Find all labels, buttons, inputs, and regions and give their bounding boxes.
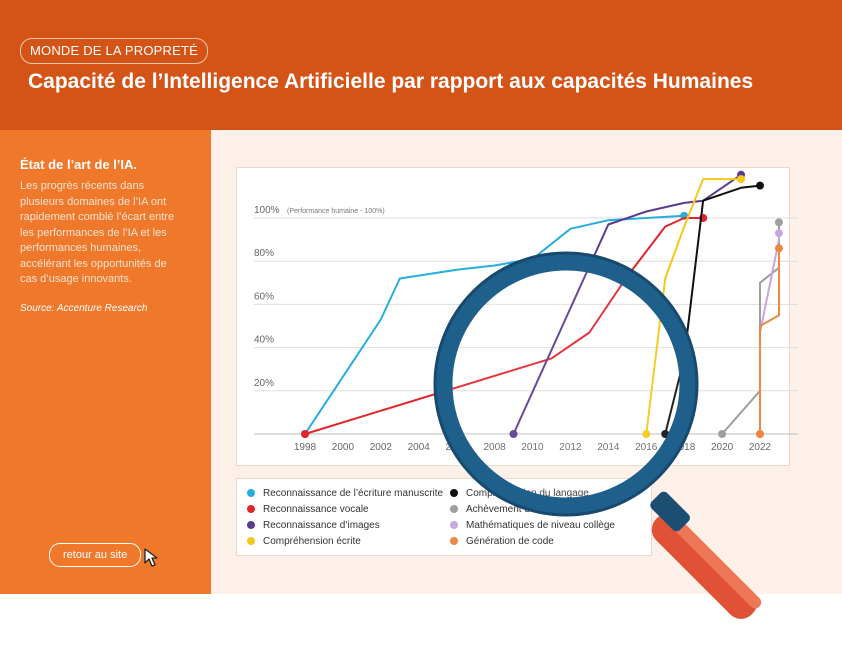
legend-dot-icon <box>247 537 255 545</box>
x-tick-label: 2004 <box>408 442 431 453</box>
series-line <box>664 184 761 435</box>
legend-item: Compréhension écrite <box>247 536 361 547</box>
series-line <box>759 248 780 434</box>
x-tick-label: 2022 <box>749 442 772 453</box>
series-line <box>759 233 780 434</box>
x-tick-label: 2018 <box>673 442 696 453</box>
source-note: Source: Accenture Research <box>20 303 148 314</box>
series-end-point <box>756 181 764 190</box>
legend-item: Reconnaissance de l’écriture manuscrite <box>247 488 443 499</box>
series-start-point <box>718 430 727 438</box>
legend-dot-icon <box>247 521 255 529</box>
legend-dot-icon <box>247 505 255 513</box>
x-tick-label: 2002 <box>370 442 393 453</box>
x-tick-label: 2014 <box>597 442 620 453</box>
legend-item: Reconnaissance vocale <box>247 504 369 515</box>
legend-item: Mathématiques de niveau collège <box>450 520 615 531</box>
series-start-point <box>509 430 518 438</box>
series-line <box>304 217 704 435</box>
legend-item: Génération de code <box>450 536 554 547</box>
legend-dot-icon <box>247 489 255 497</box>
pointer-cursor-icon <box>144 548 158 567</box>
sidebar-heading: État de l’art de l’IA. <box>20 157 138 172</box>
legend-label: Reconnaissance vocale <box>263 504 369 515</box>
x-tick-label: 2016 <box>635 442 658 453</box>
y-tick-label: 80% <box>254 248 274 259</box>
legend-label: Reconnaissance d’images <box>263 520 380 531</box>
series-end-point <box>737 175 746 184</box>
y-tick-label: 20% <box>254 378 274 389</box>
series-start-point <box>301 430 309 438</box>
x-tick-label: 2012 <box>559 442 582 453</box>
series-end-point <box>774 218 783 227</box>
page-title: Capacité de l’Intelligence Artificielle … <box>28 70 754 93</box>
legend-label: Reconnaissance de l’écriture manuscrite <box>263 488 444 499</box>
legend-label: Compréhension écrite <box>263 536 361 547</box>
series-start-point <box>756 430 764 438</box>
series-start-point <box>661 430 670 438</box>
legend-item: Reconnaissance d’images <box>247 520 380 531</box>
retour-button[interactable]: retour au site <box>49 543 142 567</box>
y-tick-label: 40% <box>254 335 274 346</box>
x-tick-label: 1998 <box>294 442 317 453</box>
x-tick-label: 2006 <box>446 442 469 453</box>
x-tick-label: 2020 <box>711 442 734 453</box>
x-tick-label: 2000 <box>332 442 355 453</box>
x-tick-label: 2008 <box>483 442 506 453</box>
sidebar: État de l’art de l’IA. Les progrès récen… <box>0 130 211 594</box>
y-tick-label: 100% <box>254 205 280 216</box>
x-tick-label: 2010 <box>521 442 544 453</box>
page-header: MONDE DE LA PROPRETÉ Capacité de l’Intel… <box>0 0 842 130</box>
legend-label: Génération de code <box>466 536 554 547</box>
legend-dot-icon <box>450 521 458 529</box>
series-end-point <box>774 229 783 238</box>
series-end-point <box>774 244 783 253</box>
section-tag[interactable]: MONDE DE LA PROPRETÉ <box>20 38 208 64</box>
y-tick-label: 60% <box>254 291 274 302</box>
sidebar-paragraph: Les progrès récents dans plusieurs domai… <box>20 180 175 285</box>
series-line <box>721 222 780 435</box>
legend-label: Mathématiques de niveau collège <box>466 520 615 531</box>
legend-dot-icon <box>450 537 458 545</box>
series-start-point <box>642 430 651 438</box>
reference-line-label: (Performance humaine - 100%) <box>287 208 385 215</box>
series-line <box>304 214 685 435</box>
